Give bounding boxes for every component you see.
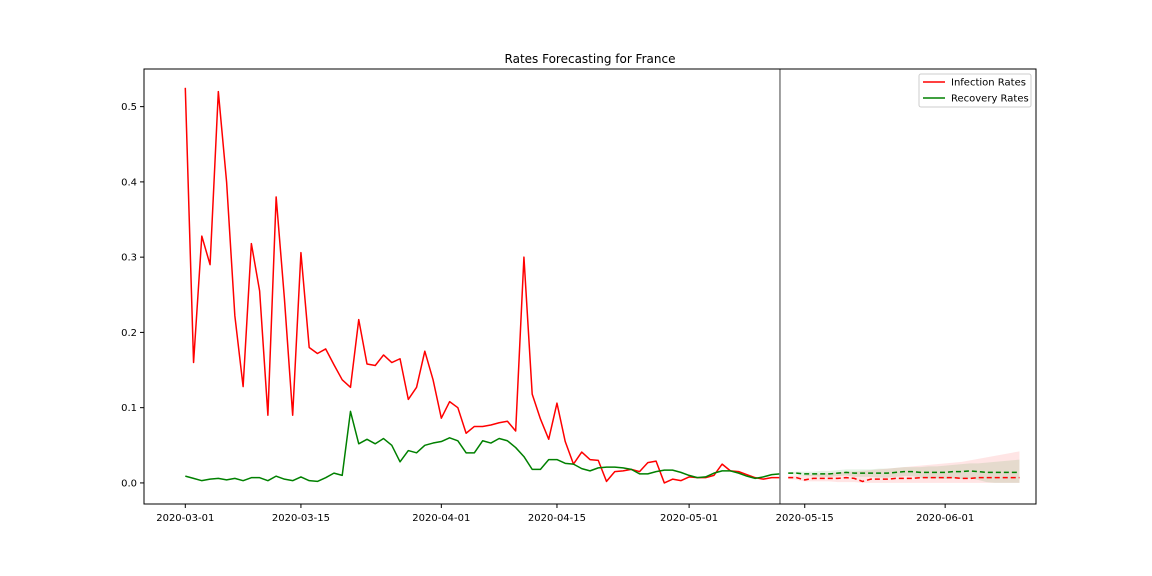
recovery-rates-forecast-line: [788, 470, 1020, 475]
y-tick-label: 0.4: [121, 177, 137, 188]
legend-box: [918, 73, 1032, 108]
x-tick-label: 2020-03-15: [272, 513, 330, 524]
x-tick-label: 2020-04-15: [528, 513, 586, 524]
y-tick-label: 0.3: [121, 253, 137, 264]
y-tick-label: 0.1: [121, 403, 137, 414]
legend-label-recovery-rates: Recovery Rates: [951, 94, 1029, 105]
series-lines: [184, 87, 1020, 484]
y-tick-label: 0.2: [121, 328, 137, 339]
infection-rates-forecast-line: [788, 476, 1020, 483]
axes-frame: [143, 68, 1037, 505]
infection-rates-line: [184, 87, 780, 484]
x-tick-label: 2020-03-01: [156, 513, 214, 524]
x-tick-label: 2020-05-15: [776, 513, 834, 524]
x-tick-label: 2020-05-01: [660, 513, 718, 524]
x-tick-label: 2020-04-01: [412, 513, 470, 524]
x-axis: 2020-03-01 2020-03-15 2020-04-01 2020-04-15…: [156, 504, 974, 524]
y-axis: 0.0 0.1 0.2 0.3 0.4 0.5: [121, 102, 144, 489]
legend-label-infection-rates: Infection Rates: [951, 78, 1026, 89]
chart-title: Rates Forecasting for France: [505, 52, 676, 66]
y-tick-label: 0.0: [121, 478, 137, 489]
recovery-rates-line: [185, 410, 781, 483]
y-tick-label: 0.5: [121, 102, 137, 113]
infection-rates-forecast-band: [788, 451, 1020, 483]
x-tick-label: 2020-06-01: [916, 513, 974, 524]
legend: Infection Rates Recovery Rates: [918, 73, 1032, 108]
